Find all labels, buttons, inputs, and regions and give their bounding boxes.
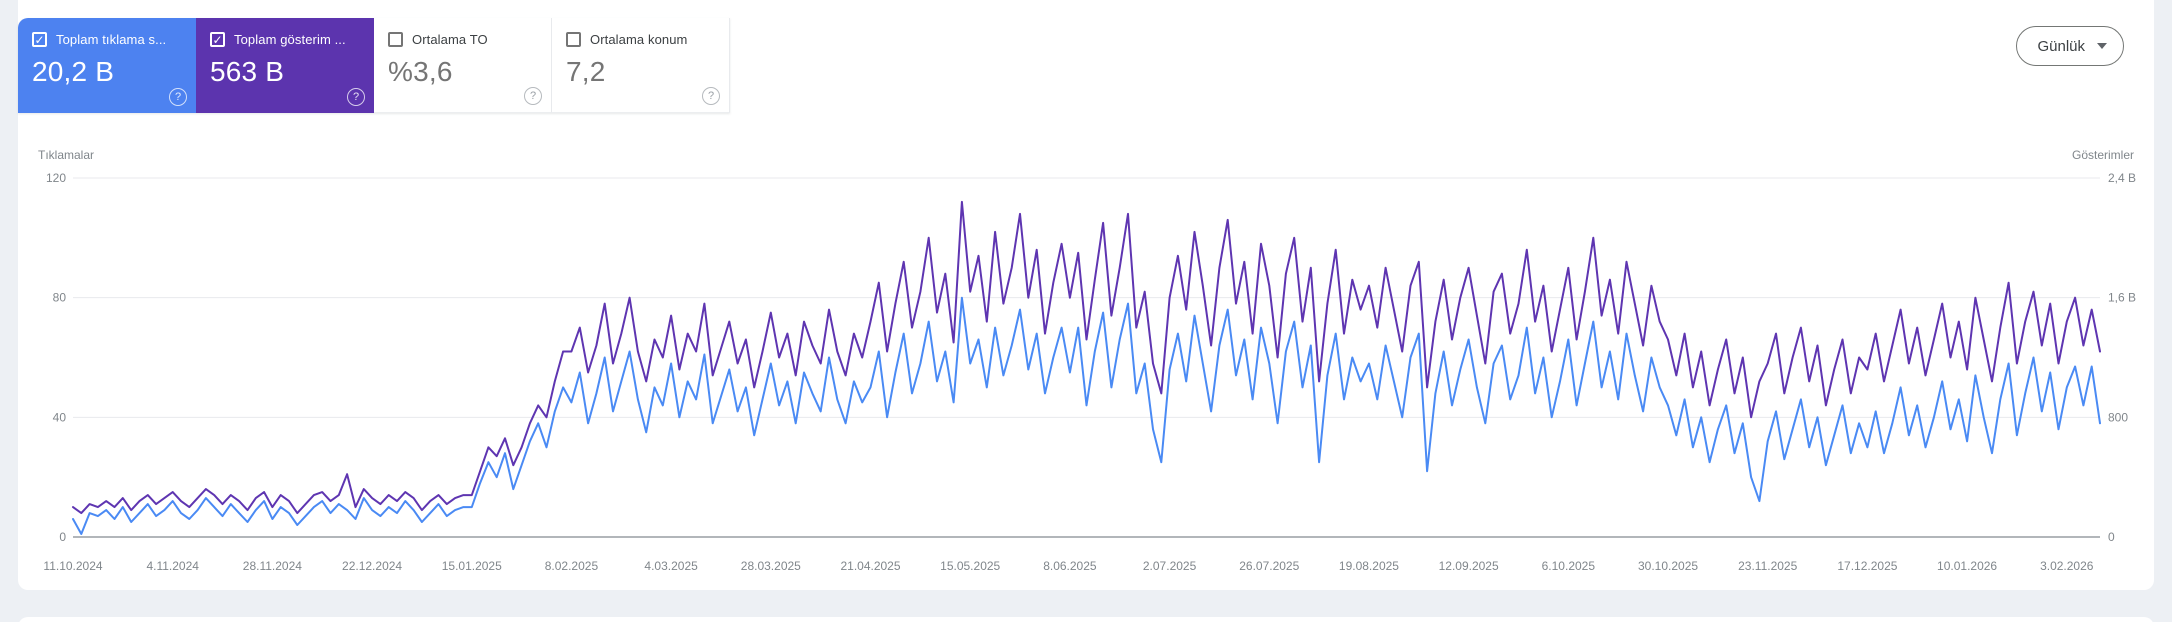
metric-cards-row: ✓ Toplam tıklama s... 20,2 B ? ✓ Toplam …: [18, 18, 730, 113]
x-axis-tick: 12.09.2025: [1439, 559, 1499, 573]
series-line-gösterimler: [72, 200, 2101, 515]
x-axis-tick: 4.03.2025: [644, 559, 698, 573]
help-icon[interactable]: ?: [702, 87, 720, 105]
card-total-impressions[interactable]: ✓ Toplam gösterim ... 563 B ?: [196, 18, 374, 113]
total-clicks-value: 20,2 B: [32, 56, 115, 87]
right-axis-tick: 800: [2108, 410, 2128, 424]
x-axis-tick: 6.10.2025: [1542, 559, 1596, 573]
right-axis-tick: 1,6 B: [2108, 291, 2136, 305]
card-total-clicks[interactable]: ✓ Toplam tıklama s... 20,2 B ?: [18, 18, 196, 113]
right-axis-title: Gösterimler: [2071, 148, 2134, 162]
x-axis-tick: 8.06.2025: [1043, 559, 1097, 573]
left-axis-tick: 120: [46, 171, 66, 185]
x-axis-tick: 23.11.2025: [1738, 559, 1797, 573]
x-axis-tick: 22.12.2024: [342, 559, 402, 573]
x-axis-tick: 21.04.2025: [840, 559, 900, 573]
chevron-down-icon: [2097, 43, 2107, 49]
card-average-position[interactable]: Ortalama konum 7,2 ?: [552, 18, 730, 113]
card-average-ctr[interactable]: Ortalama TO %3,6 ?: [374, 18, 552, 113]
series-line-tıklamalar: [72, 296, 2101, 535]
x-axis-tick: 4.11.2024: [146, 559, 199, 573]
total-impressions-value: 563 B: [210, 56, 285, 87]
help-icon[interactable]: ?: [524, 87, 542, 105]
x-axis-tick: 30.10.2025: [1638, 559, 1698, 573]
card-label: Toplam tıklama s...: [56, 32, 167, 47]
x-axis-tick: 15.05.2025: [940, 559, 1000, 573]
checkbox-average-ctr[interactable]: [388, 32, 403, 47]
next-section-panel: [18, 617, 2154, 622]
x-axis-tick: 15.01.2025: [442, 559, 502, 573]
granularity-dropdown[interactable]: Günlük: [2016, 26, 2124, 66]
x-axis-tick: 2.07.2025: [1143, 559, 1197, 573]
left-axis-title: Tıklamalar: [38, 148, 95, 162]
x-axis-tick: 17.12.2025: [1837, 559, 1897, 573]
x-axis-tick: 26.07.2025: [1239, 559, 1299, 573]
average-position-value: 7,2: [566, 56, 606, 87]
card-label: Toplam gösterim ...: [234, 32, 346, 47]
left-axis-tick: 0: [59, 530, 66, 544]
average-ctr-value: %3,6: [388, 56, 453, 87]
x-axis-tick: 10.01.2026: [1937, 559, 1997, 573]
checkbox-average-position[interactable]: [566, 32, 581, 47]
right-axis-tick: 2,4 B: [2108, 171, 2136, 185]
x-axis-tick: 8.02.2025: [545, 559, 599, 573]
x-axis-tick: 19.08.2025: [1339, 559, 1399, 573]
help-icon[interactable]: ?: [347, 88, 365, 106]
right-axis-tick: 0: [2108, 530, 2115, 544]
x-axis-tick: 28.11.2024: [243, 559, 302, 573]
checkbox-total-impressions[interactable]: ✓: [210, 32, 225, 47]
left-axis-tick: 40: [53, 410, 67, 424]
left-axis-tick: 80: [53, 291, 67, 305]
x-axis-tick: 11.10.2024: [43, 559, 102, 573]
x-axis-tick: 3.02.2026: [2040, 559, 2094, 573]
checkbox-total-clicks[interactable]: ✓: [32, 32, 47, 47]
granularity-label: Günlük: [2037, 37, 2085, 55]
card-label: Ortalama konum: [590, 32, 688, 47]
help-icon[interactable]: ?: [169, 88, 187, 106]
card-label: Ortalama TO: [412, 32, 488, 47]
x-axis-tick: 28.03.2025: [741, 559, 801, 573]
